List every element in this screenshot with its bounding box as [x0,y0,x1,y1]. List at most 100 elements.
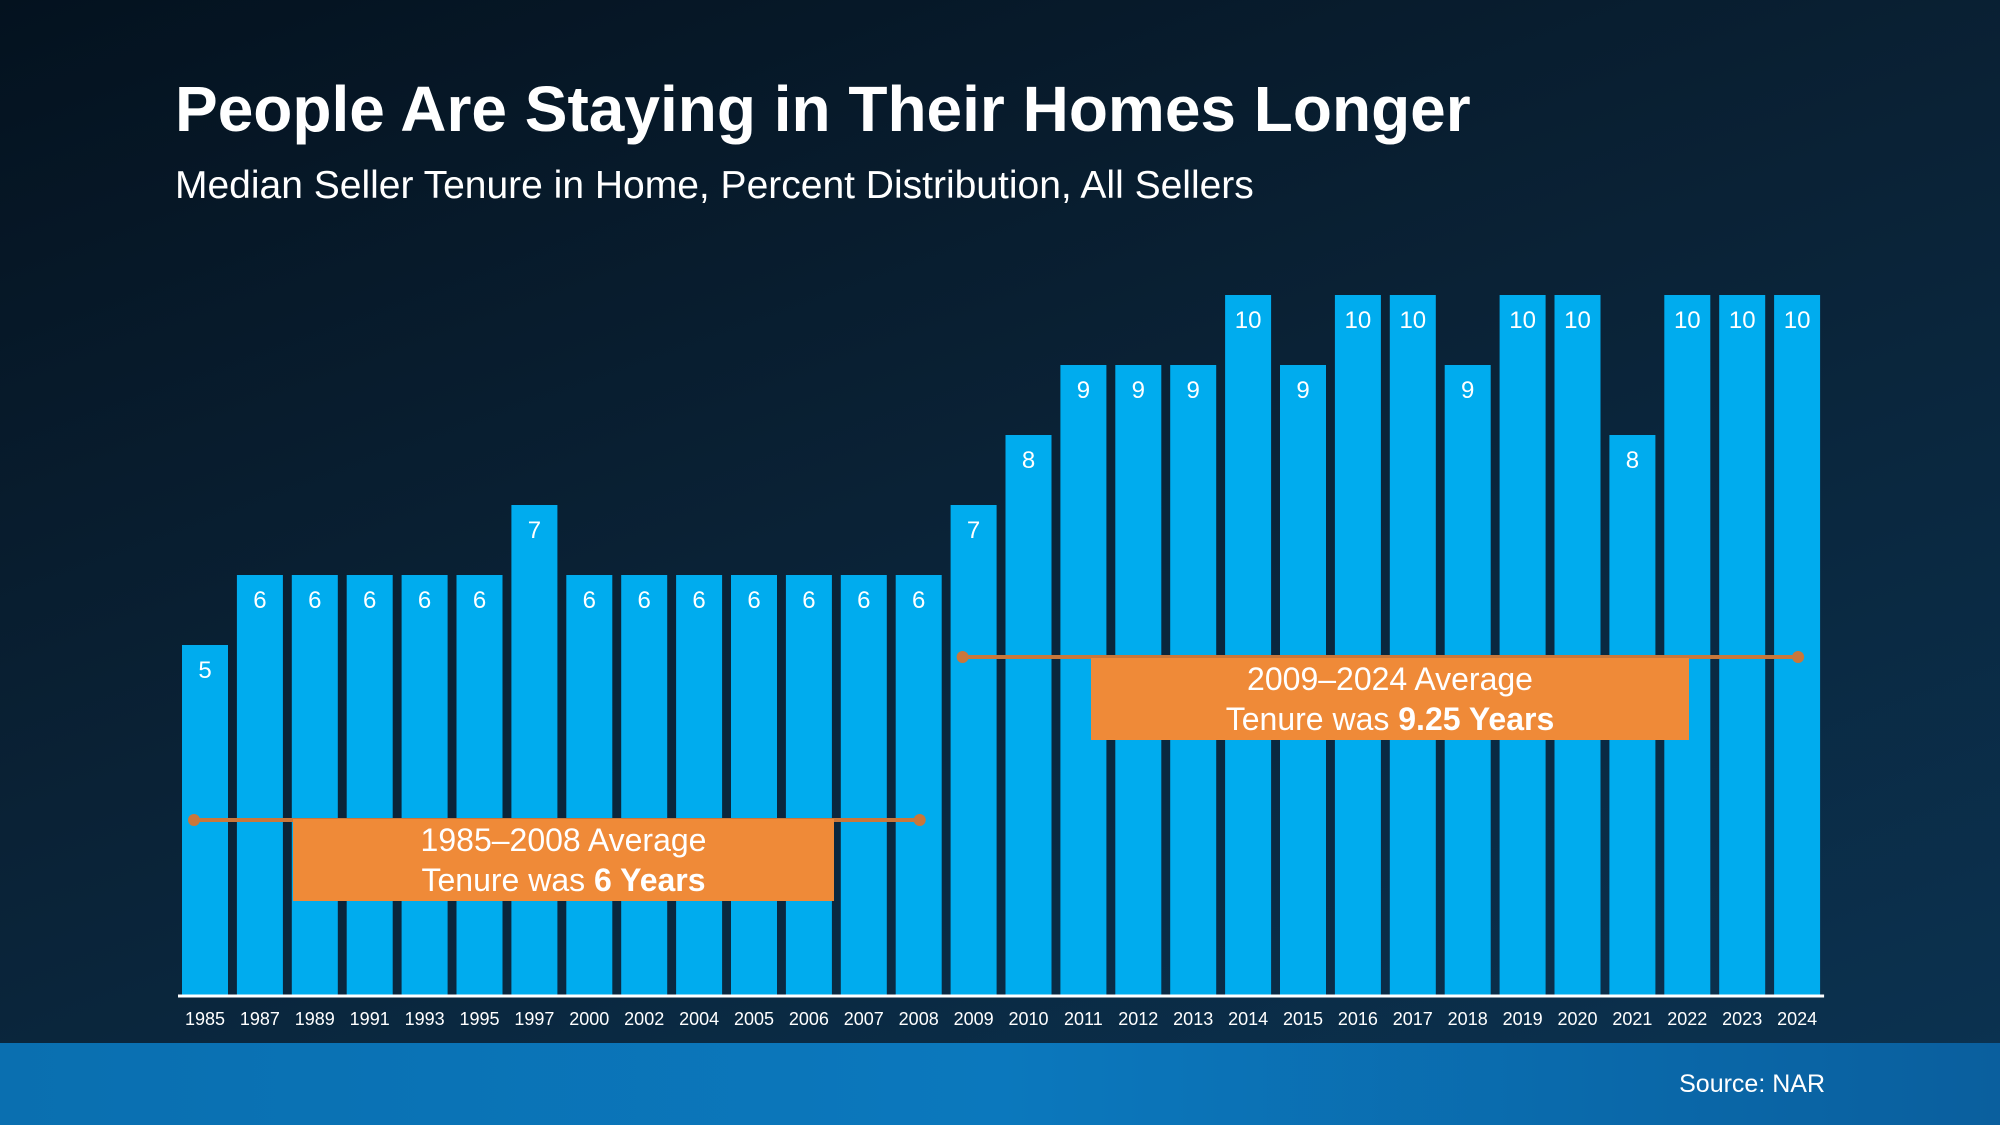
x-tick-label-2018: 2018 [1448,1009,1488,1029]
x-tick-label-2017: 2017 [1393,1009,1433,1029]
data-label-2008: 6 [912,587,925,614]
x-tick-label-2019: 2019 [1503,1009,1543,1029]
x-tick-label-2009: 2009 [954,1009,994,1029]
bar-2007 [840,575,887,995]
data-label-2009: 7 [967,517,980,544]
bar-1997 [511,505,558,995]
data-label-1997: 7 [528,517,541,544]
x-tick-label-2011: 2011 [1064,1009,1103,1029]
x-tick-label-1985: 1985 [185,1009,225,1029]
data-label-2023: 10 [1729,307,1756,334]
data-label-2016: 10 [1345,307,1372,334]
x-tick-label-2010: 2010 [1008,1009,1048,1029]
bar-2009 [950,505,997,995]
x-tick-label-2000: 2000 [569,1009,609,1029]
data-label-2006: 6 [802,587,815,614]
x-tick-label-2002: 2002 [624,1009,664,1029]
data-label-1991: 6 [363,587,376,614]
x-tick-label-2016: 2016 [1338,1009,1378,1029]
x-tick-label-2012: 2012 [1118,1009,1158,1029]
x-tick-label-1995: 1995 [459,1009,499,1029]
data-label-2005: 6 [747,587,760,614]
bar-2004 [676,575,723,995]
bar-2006 [785,575,832,995]
x-tick-label-2022: 2022 [1667,1009,1707,1029]
x-tick-label-2020: 2020 [1557,1009,1597,1029]
data-label-2004: 6 [692,587,705,614]
data-label-2015: 9 [1296,377,1309,404]
average-line-start-dot [188,814,200,826]
x-tick-label-1991: 1991 [350,1009,390,1029]
data-label-1993: 6 [418,587,431,614]
x-tick-label-2007: 2007 [844,1009,884,1029]
data-label-1985: 5 [198,657,211,684]
source-label: Source: NAR [1679,1070,1825,1098]
data-label-2002: 6 [638,587,651,614]
bar-2010 [1005,435,1052,995]
bar-2005 [731,575,777,995]
average-callout-1985-2008: 1985–2008 Average Tenure was 6 Years [293,819,834,901]
x-tick-label-2021: 2021 [1612,1009,1652,1029]
bar-2017 [1389,295,1436,995]
bar-1995 [456,575,503,995]
data-label-2010: 8 [1022,447,1035,474]
data-label-2024: 10 [1784,307,1811,334]
chart-title: People Are Staying in Their Homes Longer [175,73,1471,145]
average-line-end-dot [1792,651,1805,663]
average-line-end-dot [913,814,926,826]
x-tick-label-2008: 2008 [899,1009,939,1029]
x-tick-label-1997: 1997 [514,1009,554,1029]
data-label-2013: 9 [1187,377,1200,404]
x-tick-label-2015: 2015 [1283,1009,1323,1029]
x-tick-label-2005: 2005 [734,1009,774,1029]
data-label-2014: 10 [1235,307,1262,334]
callout-line2: Tenure was 6 Years [293,860,834,900]
bar-2016 [1334,295,1381,995]
footer-band [0,1043,2000,1125]
bar-1993 [401,575,448,995]
x-tick-label-2023: 2023 [1722,1009,1762,1029]
x-tick-label-1993: 1993 [405,1009,445,1029]
data-label-2007: 6 [857,587,870,614]
callout-line2-bold: 6 Years [594,862,706,898]
callout-line2: Tenure was 9.25 Years [1091,699,1689,739]
x-tick-label-2024: 2024 [1777,1009,1817,1029]
bar-2008 [895,575,942,995]
callout-line2-prefix: Tenure was [1225,701,1399,737]
bar-2022 [1664,295,1711,995]
data-label-2012: 9 [1132,377,1145,404]
callout-line2-prefix: Tenure was [421,862,594,898]
data-label-1989: 6 [308,587,321,614]
bar-2014 [1225,295,1272,995]
bar-2002 [621,575,668,995]
x-tick-label-2006: 2006 [789,1009,829,1029]
x-tick-label-1989: 1989 [295,1009,335,1029]
callout-line1: 1985–2008 Average [420,822,707,858]
chart-subtitle: Median Seller Tenure in Home, Percent Di… [175,164,1254,207]
bar-1989 [291,575,338,995]
bar-2020 [1554,295,1601,995]
bar-2024 [1774,295,1821,995]
x-tick-label-2014: 2014 [1228,1009,1268,1029]
data-label-1995: 6 [473,587,486,614]
data-label-2020: 10 [1564,307,1591,334]
data-label-2021: 8 [1626,447,1639,474]
bar-2023 [1719,295,1766,995]
average-callout-2009-2024: 2009–2024 Average Tenure was 9.25 Years [1091,658,1689,740]
x-tick-label-1987: 1987 [240,1009,280,1029]
data-label-1987: 6 [253,587,266,614]
data-label-2018: 9 [1461,377,1474,404]
average-line-start-dot [956,651,969,663]
x-tick-label-2004: 2004 [679,1009,719,1029]
bar-2000 [566,575,613,995]
x-tick-label-2013: 2013 [1173,1009,1213,1029]
data-label-2019: 10 [1509,307,1536,334]
data-label-2000: 6 [583,587,596,614]
bar-2019 [1499,295,1546,995]
bar-1987 [236,575,283,995]
callout-line1: 2009–2024 Average [1247,661,1533,697]
data-label-2022: 10 [1674,307,1701,334]
data-label-2011: 9 [1077,377,1090,404]
data-label-2017: 10 [1399,307,1426,334]
